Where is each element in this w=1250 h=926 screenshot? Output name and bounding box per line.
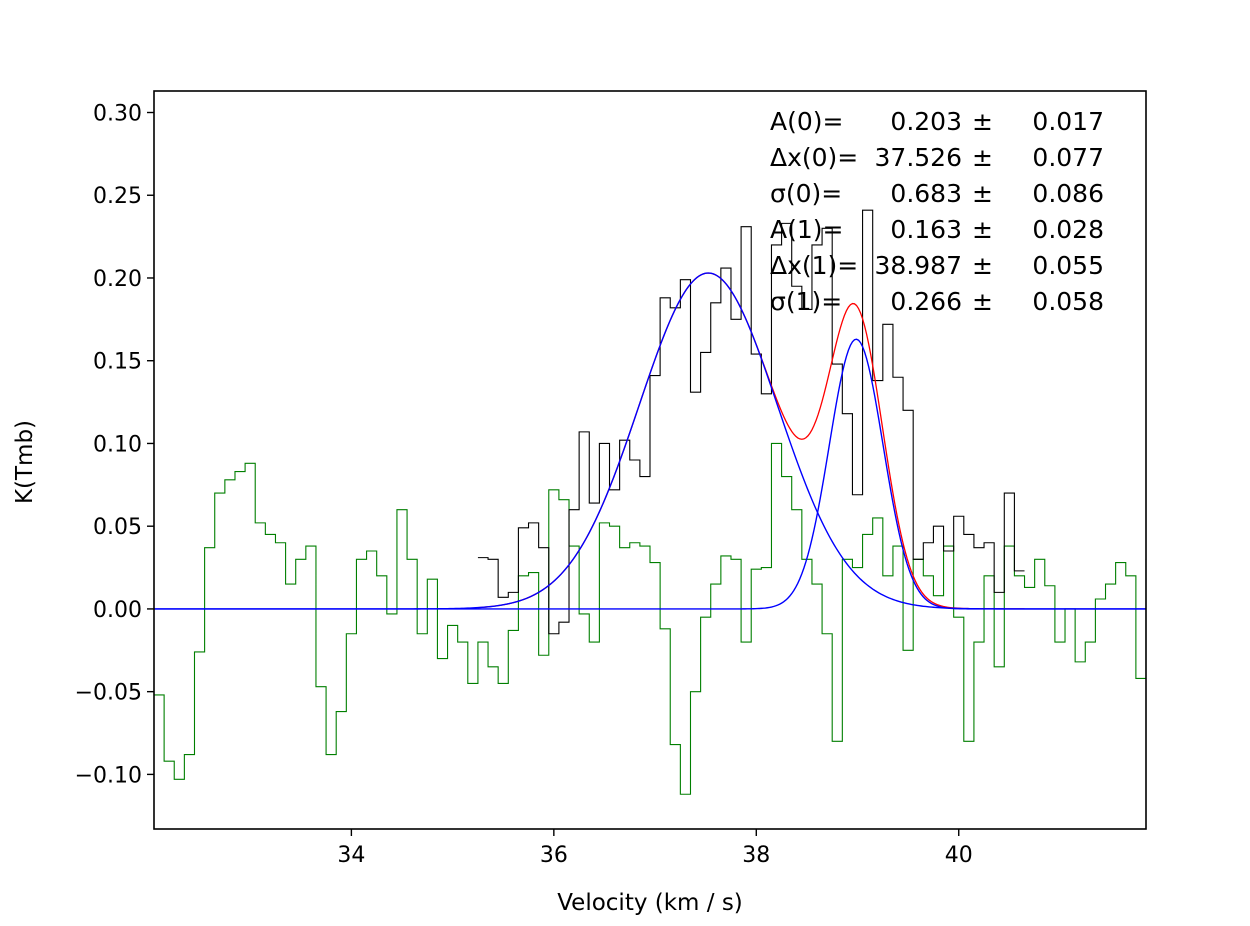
fit-parameters-annotation: A(0)= 0.203 ±0.017 Δx(0)= 37.526 ±0.077 σ(0)= 0… [770,107,1104,316]
fit-parameter-label: A(0)= [770,107,843,136]
plot-area [154,209,1146,795]
y-axis-label: K(Tmb) [12,420,38,504]
fit-parameter-value: 38.987 [875,251,962,280]
fit-parameter-label: Δx(1)= [770,251,858,280]
fit-parameter-pm: ± [972,107,993,136]
fit-parameter-error: 0.077 [1032,143,1104,172]
y-tick-label: −0.05 [75,681,142,706]
fit-parameter-label: A(1)= [770,215,843,244]
fit-parameter-error: 0.028 [1032,215,1104,244]
fit-parameter-pm: ± [972,251,993,280]
x-tick-label: 34 [337,843,365,868]
fit-parameter-row: σ(0)= 0.683 ±0.086 [770,179,1104,208]
y-tick-label: 0.30 [93,102,142,127]
x-tick-label: 36 [540,843,568,868]
fit-parameter-pm: ± [972,215,993,244]
y-tick-label: 0.00 [93,598,142,623]
residual-series [154,442,1146,795]
y-axis-ticks: −0.10 −0.05 0.00 0.05 0.10 0.15 0.20 0.25 0.30 [75,102,154,788]
y-tick-label: 0.15 [93,350,142,375]
fit-parameter-pm: ± [972,143,993,172]
gaussian-component-1 [154,338,1146,610]
fit-parameter-error: 0.086 [1032,179,1104,208]
fit-parameter-value: 0.203 [890,107,962,136]
fit-parameter-row: Δx(0)= 37.526 ±0.077 [770,143,1104,172]
fit-parameter-error: 0.055 [1032,251,1104,280]
y-tick-label: −0.10 [75,763,142,788]
fit-parameter-row: Δx(1)= 38.987 ±0.055 [770,251,1104,280]
fit-parameter-value: 0.266 [890,287,962,316]
fit-parameter-label: σ(0)= [770,179,842,208]
fit-parameter-value: 0.163 [890,215,962,244]
fit-parameter-pm: ± [972,179,993,208]
fit-parameter-value: 0.683 [890,179,962,208]
fit-parameter-label: σ(1)= [770,287,842,316]
x-tick-label: 38 [742,843,770,868]
fit-parameter-pm: ± [972,287,993,316]
fit-parameter-row: σ(1)= 0.266 ±0.058 [770,287,1104,316]
x-tick-label: 40 [945,843,973,868]
y-tick-label: 0.25 [93,184,142,209]
fit-parameter-label: Δx(0)= [770,143,858,172]
x-axis-label: Velocity (km / s) [557,890,743,916]
y-tick-label: 0.05 [93,515,142,540]
fit-parameter-error: 0.017 [1032,107,1104,136]
fit-parameter-value: 37.526 [875,143,962,172]
fit-parameter-error: 0.058 [1032,287,1104,316]
y-tick-label: 0.10 [93,432,142,457]
spectrum-series [477,209,1025,635]
y-tick-label: 0.20 [93,267,142,292]
axes-frame [153,90,1147,830]
x-axis-ticks: 34 36 38 40 [337,829,973,868]
fit-parameter-row: A(1)= 0.163 ±0.028 [770,215,1104,244]
fit-parameter-row: A(0)= 0.203 ±0.017 [770,107,1104,136]
